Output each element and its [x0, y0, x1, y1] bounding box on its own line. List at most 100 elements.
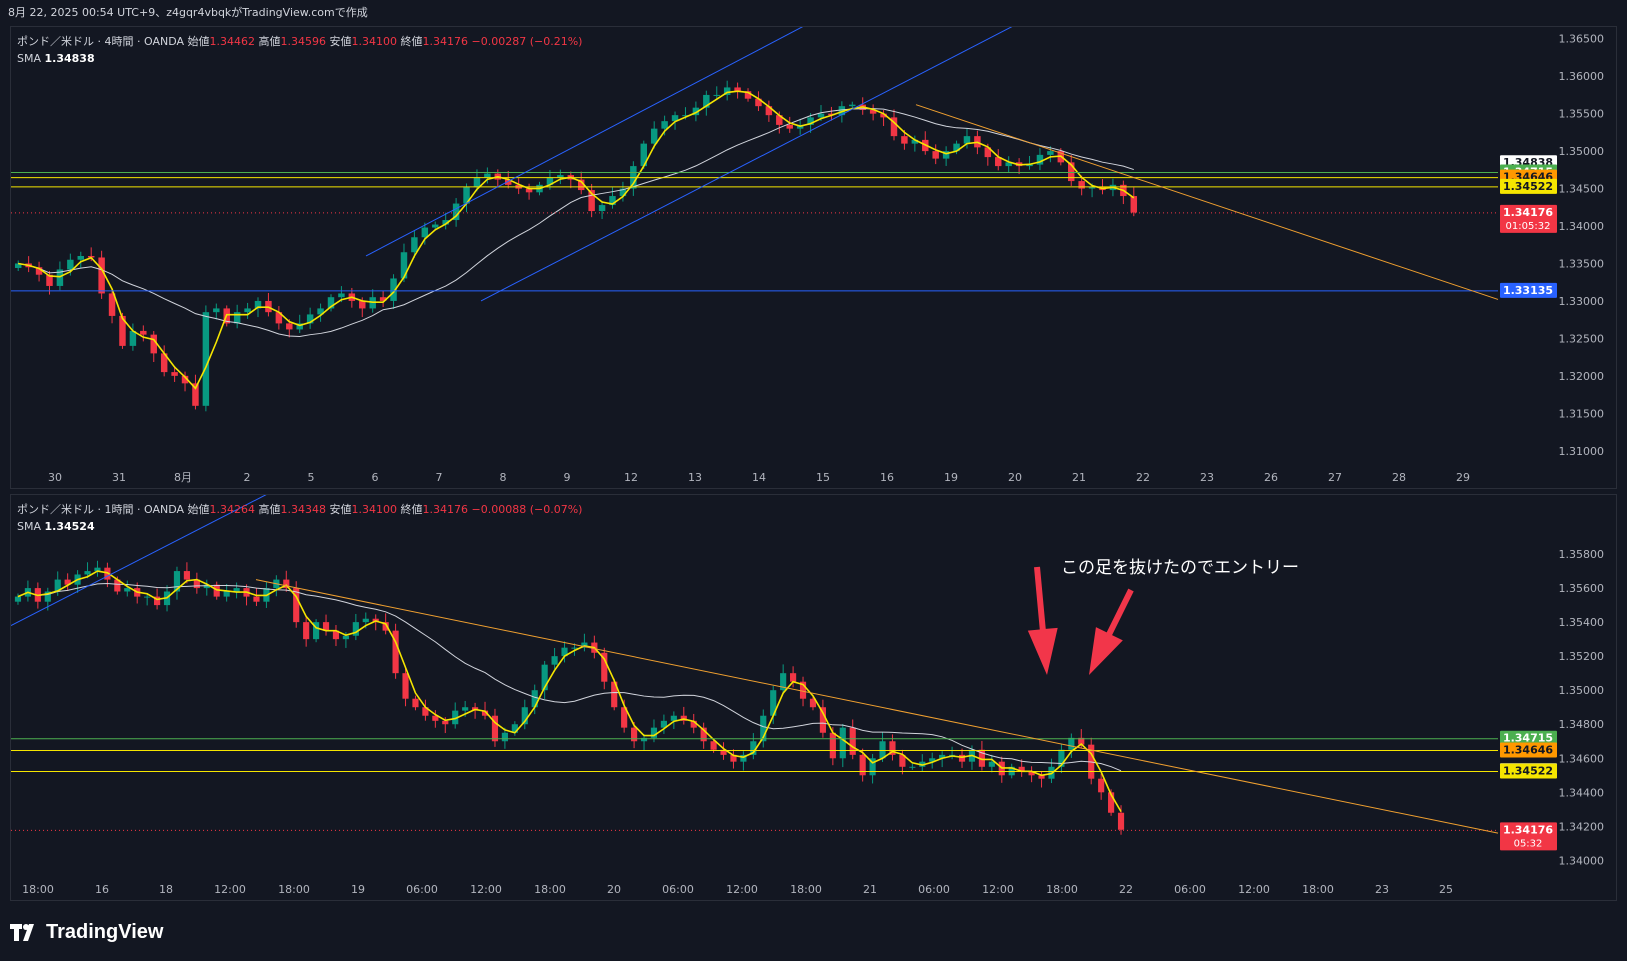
x-tick-label: 19: [351, 883, 365, 896]
candle: [692, 107, 700, 116]
candle: [690, 720, 697, 728]
candle: [581, 642, 588, 648]
candle: [173, 571, 181, 592]
arrow-annotation: [1089, 588, 1134, 675]
legend-high: 1.34596: [280, 35, 327, 48]
candle: [402, 673, 409, 699]
y-tick-label: 1.34600: [1559, 752, 1605, 765]
chart-4h-svg[interactable]: 1.31000 1.31500 1.32000 1.32500 1.33000 1.335…: [11, 27, 1618, 490]
y-tick-label: 1.35200: [1559, 650, 1605, 663]
candle: [411, 237, 418, 253]
candle: [730, 754, 737, 762]
candle: [631, 727, 638, 742]
candle: [919, 761, 926, 767]
x-tick-label: 12:00: [214, 883, 246, 896]
candle: [193, 579, 200, 589]
candle: [809, 698, 817, 708]
y-tick-label: 1.35600: [1559, 582, 1605, 595]
x-tick-label: 2: [244, 471, 251, 484]
candle: [14, 263, 22, 268]
candle: [978, 749, 985, 767]
candle: [275, 312, 283, 324]
candle: [46, 274, 53, 286]
candle: [799, 681, 807, 699]
candle: [988, 761, 995, 767]
candle: [1108, 792, 1115, 813]
y-tick-label: 1.35000: [1559, 145, 1605, 158]
candle: [909, 766, 916, 768]
y-tick-label: 1.36000: [1559, 70, 1605, 83]
candle: [995, 157, 1002, 167]
trend-line: [11, 495, 267, 626]
price-tag-label: 1.33135: [1503, 284, 1553, 297]
candle: [661, 121, 668, 129]
legend-close: 1.34176: [422, 503, 469, 516]
price-tag: [1500, 730, 1557, 746]
candle: [359, 300, 366, 309]
candle: [213, 584, 220, 597]
x-tick-label: 20: [607, 883, 621, 896]
entry-annotation: この足を抜けたのでエントリー: [1061, 558, 1299, 578]
x-tick-label: 15: [816, 471, 830, 484]
tradingview-logo[interactable]: TradingView: [10, 921, 163, 944]
candle: [1098, 778, 1105, 793]
chart-1h-svg[interactable]: 1.34000 1.34200 1.34400 1.34600 1.34800 1.350…: [11, 495, 1618, 902]
candle: [531, 690, 538, 708]
legend-open-label: 始値: [187, 503, 210, 516]
candle: [342, 635, 349, 640]
candle: [521, 707, 528, 725]
price-tag: [1500, 822, 1557, 851]
candle: [322, 622, 330, 631]
candle: [1088, 187, 1096, 189]
legend-symbol: ポンド／米ドル · 1時間 · OANDA: [17, 503, 184, 516]
candle: [313, 622, 320, 640]
candle: [306, 314, 314, 324]
candle: [899, 754, 906, 767]
candle: [760, 715, 767, 742]
candle: [541, 664, 548, 691]
y-tick-label: 1.31500: [1559, 407, 1605, 420]
y-tick-label: 1.32500: [1559, 332, 1605, 345]
x-tick-label: 21: [863, 883, 877, 896]
candle: [1038, 775, 1045, 779]
candle: [546, 177, 554, 185]
x-tick-label: 18:00: [1302, 883, 1334, 896]
candle: [35, 267, 43, 275]
candle: [780, 673, 787, 691]
sma-value: 1.34838: [44, 52, 95, 65]
fast-ma-line: [18, 90, 1135, 390]
chart-pane-1h[interactable]: ポンド／米ドル · 1時間 · OANDA 始値1.34264 高値1.3434…: [10, 494, 1617, 901]
x-tick-label: 12: [624, 471, 638, 484]
candle: [720, 749, 727, 755]
candle: [901, 136, 908, 144]
x-tick-label: 8月: [174, 471, 192, 484]
candle: [303, 622, 310, 640]
x-tick-label: 19: [944, 471, 958, 484]
x-tick-label: 5: [308, 471, 315, 484]
candle: [807, 117, 814, 125]
candle: [849, 104, 856, 107]
y-tick-label: 1.34000: [1559, 220, 1605, 233]
candle: [223, 591, 230, 597]
candle: [740, 754, 747, 762]
price-tag-countdown: 01:05:32: [1506, 221, 1551, 232]
candle: [1026, 164, 1033, 167]
candle: [473, 177, 481, 188]
candle: [154, 596, 161, 606]
candle: [422, 707, 429, 716]
y-tick-label: 1.33000: [1559, 295, 1605, 308]
candle: [144, 596, 151, 598]
y-tick-label: 1.35500: [1559, 108, 1605, 121]
candle: [54, 579, 61, 592]
candle: [776, 115, 783, 125]
x-tick-label: 20: [1008, 471, 1022, 484]
x-tick-label: 23: [1200, 471, 1214, 484]
arrow-annotation: [1027, 566, 1058, 675]
candle: [619, 188, 627, 197]
trend-line: [255, 579, 1499, 834]
candle: [561, 647, 568, 657]
candle: [819, 707, 826, 733]
x-tick-label: 30: [48, 471, 62, 484]
candle: [119, 315, 126, 346]
chart-pane-4h[interactable]: ポンド／米ドル · 4時間 · OANDA 始値1.34462 高値1.3459…: [10, 26, 1617, 489]
